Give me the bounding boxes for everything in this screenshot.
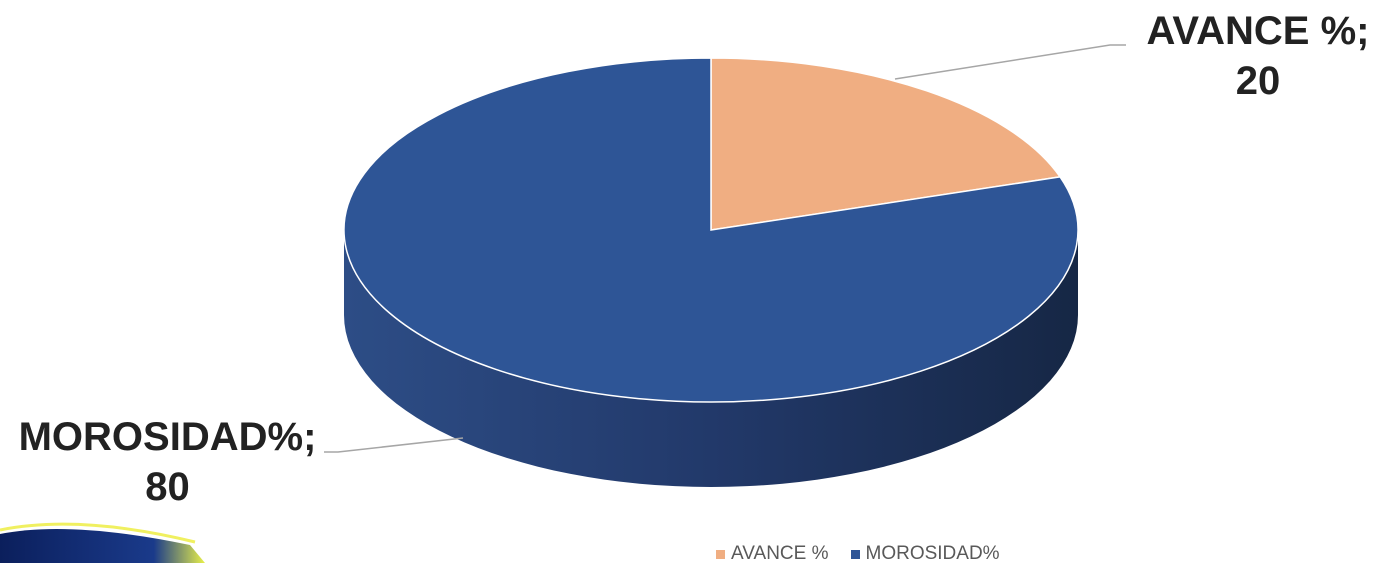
- pie-side-wall: [344, 230, 1078, 487]
- pie-slice-avance: [710, 57, 1062, 231]
- corner-swoosh-highlight: [0, 522, 196, 544]
- pie-slice-morosidad: [343, 57, 1079, 403]
- legend-swatch-morosidad: [850, 549, 860, 559]
- data-label-morosidad: MOROSIDAD%; 80: [0, 412, 335, 512]
- data-label-avance: AVANCE %; 20: [1138, 6, 1378, 106]
- data-label-avance-name: AVANCE %;: [1146, 9, 1370, 53]
- leader-line-avance: [894, 44, 1126, 80]
- legend-swatch-avance: [716, 549, 725, 559]
- data-label-morosidad-value: 80: [145, 465, 190, 509]
- legend: AVANCE % MOROSIDAD%: [716, 543, 1022, 565]
- corner-swoosh: [0, 528, 205, 563]
- data-label-morosidad-name: MOROSIDAD%;: [18, 415, 317, 459]
- legend-label-morosidad: MOROSIDAD%: [865, 543, 1000, 564]
- data-label-avance-value: 20: [1235, 59, 1281, 103]
- leader-line-morosidad: [324, 437, 464, 453]
- legend-item-morosidad: MOROSIDAD%: [850, 543, 1000, 565]
- legend-label-avance: AVANCE %: [731, 543, 829, 564]
- legend-item-avance: AVANCE %: [716, 543, 829, 565]
